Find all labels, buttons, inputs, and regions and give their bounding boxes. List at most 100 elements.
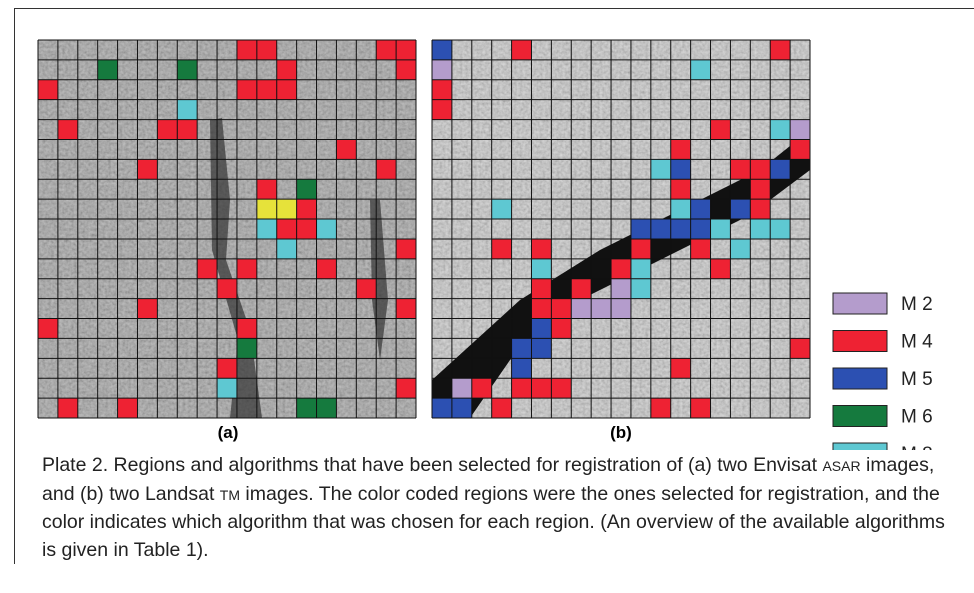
- region: [651, 159, 671, 179]
- region: [591, 299, 611, 319]
- region: [631, 259, 651, 279]
- region: [177, 120, 197, 140]
- region: [691, 239, 711, 259]
- region: [317, 219, 337, 239]
- region: [651, 219, 671, 239]
- region: [730, 159, 750, 179]
- region: [237, 338, 257, 358]
- region: [531, 239, 551, 259]
- region: [277, 239, 297, 259]
- region: [750, 179, 770, 199]
- legend-swatch: [833, 331, 887, 352]
- region: [492, 398, 512, 418]
- region: [611, 299, 631, 319]
- region: [297, 219, 317, 239]
- region: [631, 279, 651, 299]
- caption-text: ASAR: [822, 458, 860, 474]
- region: [432, 80, 452, 100]
- region: [356, 279, 376, 299]
- caption-text: Plate 2. Regions and algorithms that hav…: [42, 454, 822, 476]
- region: [691, 60, 711, 80]
- region: [217, 358, 237, 378]
- region: [38, 319, 58, 339]
- panel-label: (a): [218, 423, 239, 442]
- region: [98, 60, 118, 80]
- region: [118, 398, 138, 418]
- region: [551, 319, 571, 339]
- region: [770, 120, 790, 140]
- region: [770, 159, 790, 179]
- region: [452, 398, 472, 418]
- region: [396, 378, 416, 398]
- region: [531, 299, 551, 319]
- region: [157, 120, 177, 140]
- region: [317, 259, 337, 279]
- region: [277, 219, 297, 239]
- region: [396, 299, 416, 319]
- region: [711, 259, 731, 279]
- region: [571, 299, 591, 319]
- region: [297, 199, 317, 219]
- region: [711, 120, 731, 140]
- region: [531, 279, 551, 299]
- region: [531, 378, 551, 398]
- region: [790, 338, 810, 358]
- region: [376, 40, 396, 60]
- region: [770, 219, 790, 239]
- region: [651, 398, 671, 418]
- region: [611, 279, 631, 299]
- legend-swatch: [833, 293, 887, 314]
- region: [531, 319, 551, 339]
- figure: (a) (b) M 2M 4M 5M 6M 8M 9: [0, 0, 974, 450]
- region: [257, 80, 277, 100]
- region: [396, 40, 416, 60]
- region: [237, 259, 257, 279]
- legend-label: M 5: [901, 369, 933, 390]
- region: [177, 60, 197, 80]
- region: [750, 159, 770, 179]
- region: [217, 279, 237, 299]
- region: [257, 179, 277, 199]
- caption-text: TM: [220, 487, 240, 503]
- region: [277, 80, 297, 100]
- region: [631, 239, 651, 259]
- region: [376, 159, 396, 179]
- region: [336, 139, 356, 159]
- region: [691, 219, 711, 239]
- legend-swatch: [833, 368, 887, 389]
- region: [257, 40, 277, 60]
- region: [571, 279, 591, 299]
- region: [671, 358, 691, 378]
- region: [531, 338, 551, 358]
- legend-label: M 4: [901, 332, 933, 353]
- page: (a) (b) M 2M 4M 5M 6M 8M 9 Plate 2. Regi…: [0, 0, 974, 593]
- region: [277, 199, 297, 219]
- region: [691, 199, 711, 219]
- region: [551, 378, 571, 398]
- region: [790, 120, 810, 140]
- region: [770, 40, 790, 60]
- legend-swatch: [833, 443, 887, 450]
- region: [38, 80, 58, 100]
- region: [197, 259, 217, 279]
- region: [432, 40, 452, 60]
- caption: Plate 2. Regions and algorithms that hav…: [42, 452, 947, 564]
- region: [396, 239, 416, 259]
- region: [237, 40, 257, 60]
- region: [297, 398, 317, 418]
- region: [177, 100, 197, 120]
- region: [297, 179, 317, 199]
- region: [512, 358, 532, 378]
- region: [277, 60, 297, 80]
- region: [432, 398, 452, 418]
- region: [691, 398, 711, 418]
- region: [512, 40, 532, 60]
- region: [58, 398, 78, 418]
- panel-label: (b): [610, 423, 632, 442]
- region: [671, 199, 691, 219]
- region: [512, 338, 532, 358]
- region: [730, 239, 750, 259]
- region: [671, 159, 691, 179]
- region: [237, 80, 257, 100]
- region: [730, 199, 750, 219]
